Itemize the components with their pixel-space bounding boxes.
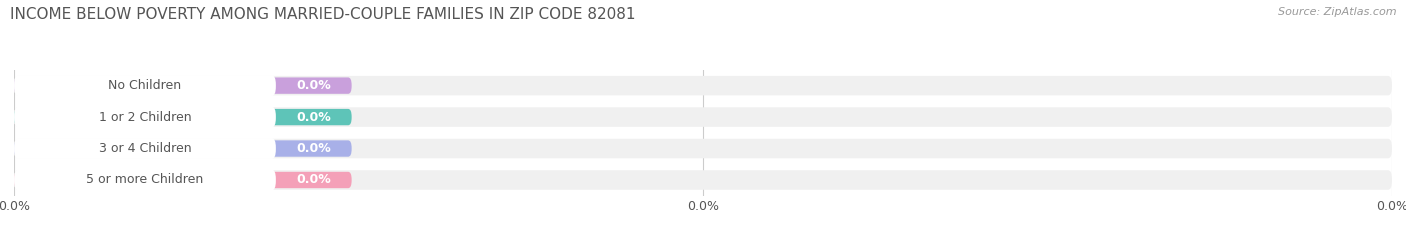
- FancyBboxPatch shape: [14, 77, 352, 94]
- Text: No Children: No Children: [108, 79, 181, 92]
- FancyBboxPatch shape: [14, 170, 276, 190]
- Text: 1 or 2 Children: 1 or 2 Children: [98, 111, 191, 123]
- Text: Source: ZipAtlas.com: Source: ZipAtlas.com: [1278, 7, 1396, 17]
- FancyBboxPatch shape: [14, 107, 1392, 127]
- FancyBboxPatch shape: [14, 109, 352, 125]
- Text: 0.0%: 0.0%: [297, 111, 332, 123]
- Text: 5 or more Children: 5 or more Children: [86, 174, 204, 186]
- FancyBboxPatch shape: [14, 139, 1392, 158]
- FancyBboxPatch shape: [14, 107, 276, 127]
- Text: 0.0%: 0.0%: [297, 142, 332, 155]
- FancyBboxPatch shape: [14, 75, 276, 96]
- FancyBboxPatch shape: [14, 170, 1392, 190]
- FancyBboxPatch shape: [14, 172, 352, 188]
- FancyBboxPatch shape: [14, 140, 352, 157]
- Text: 0.0%: 0.0%: [297, 79, 332, 92]
- FancyBboxPatch shape: [14, 76, 1392, 95]
- Text: 0.0%: 0.0%: [297, 174, 332, 186]
- Text: INCOME BELOW POVERTY AMONG MARRIED-COUPLE FAMILIES IN ZIP CODE 82081: INCOME BELOW POVERTY AMONG MARRIED-COUPL…: [10, 7, 636, 22]
- Text: 3 or 4 Children: 3 or 4 Children: [98, 142, 191, 155]
- FancyBboxPatch shape: [14, 138, 276, 159]
